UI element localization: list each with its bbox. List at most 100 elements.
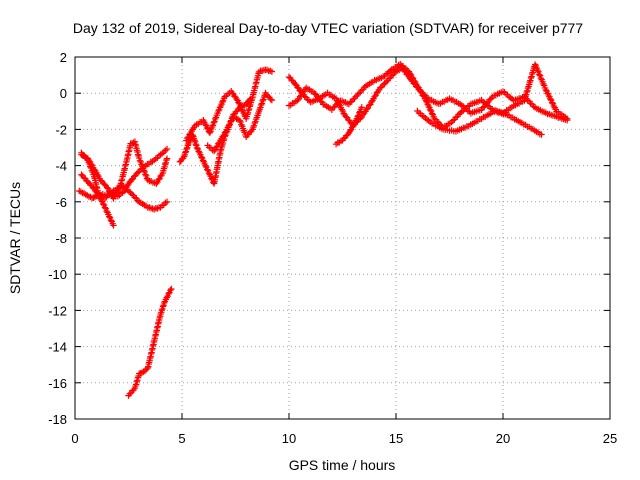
data-point	[103, 184, 111, 191]
y-tick-label: -6	[55, 195, 67, 210]
data-point	[212, 115, 219, 123]
x-tick-labels: 0 5 10 15 20 25	[71, 431, 617, 446]
data-point	[101, 181, 108, 188]
y-tick-label: -4	[55, 159, 67, 174]
data-point	[193, 144, 201, 152]
x-tick-label: 10	[282, 431, 296, 446]
data-point	[458, 102, 465, 109]
data-point	[531, 61, 539, 68]
x-tick-label: 0	[71, 431, 78, 446]
y-tick-label: -10	[48, 267, 67, 282]
data-point	[154, 205, 161, 212]
data-point	[182, 149, 189, 156]
data-point	[536, 71, 543, 78]
data-point	[484, 102, 491, 109]
data-point	[348, 124, 356, 131]
data-point	[257, 101, 265, 109]
x-tick-label: 25	[603, 431, 617, 446]
data-point	[91, 193, 99, 201]
data-point	[499, 88, 507, 95]
data-point	[202, 162, 209, 169]
data-point	[141, 367, 149, 375]
data-point	[167, 286, 174, 294]
data-point	[428, 110, 436, 117]
data-point	[358, 104, 365, 111]
data-point	[161, 161, 169, 168]
data-point	[103, 207, 110, 215]
data-point	[381, 80, 388, 87]
data-point	[452, 114, 460, 121]
data-point	[530, 103, 537, 110]
data-point	[292, 81, 299, 88]
data-point	[208, 175, 215, 182]
data-point	[198, 153, 205, 161]
y-tick-label: -16	[48, 376, 67, 391]
y-tick-labels: -18 -16 -14 -12 -10 -8 -6 -4 -2 0 2	[48, 50, 67, 427]
data-point	[385, 75, 393, 82]
data-point	[346, 127, 354, 135]
x-tick-label: 15	[389, 431, 403, 446]
data-point	[382, 78, 390, 86]
data-point	[355, 90, 363, 97]
series-5	[125, 285, 175, 399]
data-point	[352, 93, 360, 100]
data-point	[184, 134, 191, 142]
data-point	[340, 110, 347, 117]
data-point	[199, 157, 207, 164]
data-point	[219, 98, 226, 106]
data-point	[268, 96, 276, 104]
data-point	[538, 131, 545, 138]
y-tick-label: 2	[60, 50, 67, 65]
data-point	[408, 74, 416, 81]
data-point	[548, 99, 556, 106]
data-point	[186, 131, 193, 138]
data-point	[347, 99, 354, 106]
data-point	[159, 303, 167, 310]
series-10	[285, 60, 571, 132]
data-point	[237, 103, 244, 110]
data-point	[133, 378, 140, 385]
data-point	[365, 102, 373, 109]
data-point	[267, 67, 274, 74]
data-point	[161, 299, 168, 307]
data-point	[350, 95, 357, 103]
data-point	[268, 68, 276, 75]
data-point	[163, 294, 170, 301]
data-point	[542, 86, 549, 94]
data-point	[236, 117, 243, 124]
data-point	[217, 147, 224, 155]
data-point	[213, 143, 220, 151]
x-tick-label: 20	[496, 431, 510, 446]
series-12	[414, 107, 545, 138]
data-point	[87, 163, 94, 170]
x-tick-label: 5	[178, 431, 185, 446]
series-8	[204, 89, 276, 155]
y-tick-label: -12	[48, 303, 67, 318]
y-tick-label: 0	[60, 86, 67, 101]
data-point	[250, 124, 257, 131]
axis-ticks	[74, 56, 611, 420]
data-point	[267, 96, 274, 103]
y-tick-label: -2	[55, 122, 67, 137]
data-point	[134, 169, 142, 176]
data-point	[191, 137, 198, 144]
data-point	[95, 191, 102, 199]
data-point	[163, 198, 171, 206]
series-7	[183, 66, 276, 144]
data-point	[204, 166, 211, 173]
data-point	[356, 109, 363, 116]
data-point	[88, 167, 96, 174]
data-point	[163, 156, 170, 164]
data-point	[168, 285, 175, 293]
data-point	[422, 97, 430, 104]
data-point	[101, 204, 109, 211]
data-point	[259, 97, 266, 105]
data-point	[371, 93, 378, 100]
grid-lines	[75, 57, 610, 419]
data-point	[410, 77, 418, 85]
x-axis-label: GPS time / hours	[289, 457, 396, 473]
data-point	[354, 113, 361, 120]
data-point	[106, 213, 113, 220]
data-point	[414, 83, 421, 90]
